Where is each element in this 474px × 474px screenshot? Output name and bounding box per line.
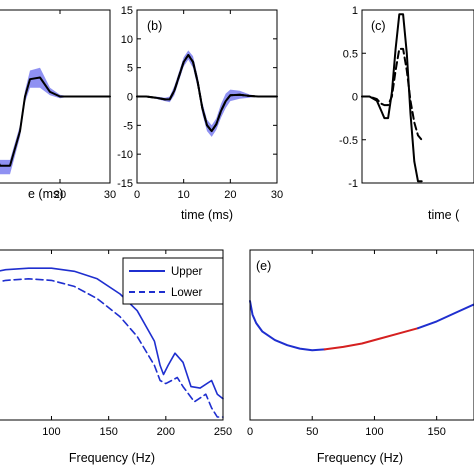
panel-d-axes: 50100150200250 [0,249,232,438]
panel-b-xticklabel: 30 [271,189,283,201]
panel-c-yticklabel: -1 [348,178,358,190]
panel-e-label: (e) [256,259,271,273]
panel-a-xticklabel: 20 [54,189,66,201]
legend-lower-label: Lower [171,287,202,299]
panel-c-series-0 [361,13,423,183]
panel-d-xticklabel: 250 [214,426,232,438]
panel-e-xticklabel: 100 [365,426,383,438]
panel-d-xticklabel: 100 [42,426,60,438]
panel-b-label: (b) [147,19,162,33]
panel-c-xlabel: time ( [428,208,460,222]
panel-b-band-0 [137,50,277,137]
panel-c-axes: -1 -0.5 0 0.5 1 [339,5,474,190]
panel-b-yticklabel: 15 [121,5,133,17]
panel-d-xlabel: Frequency (Hz) [69,451,155,465]
panel-d: 50100150200250 Frequency (Hz) Upper Lowe… [0,249,232,465]
legend-box [122,257,224,305]
panel-e-frame [249,249,474,421]
panel-e-lines [249,300,474,352]
panel-e-axes: 0 50 100 150 [247,249,474,438]
panel-b-band [137,50,277,137]
panel-d-series-lower [0,278,224,418]
panel-c-yticklabel: 0.5 [343,48,358,60]
panel-d-xticklabel: 200 [157,426,175,438]
panel-d-series-upper [0,267,224,400]
panel-a-xticklabel: 30 [104,189,116,201]
panel-a-band-0 [0,67,110,175]
panel-a-xlabel: e (ms) [28,187,63,201]
panel-a-frame [0,9,111,184]
panel-d-xticklabel: 150 [99,426,117,438]
panel-b-yticklabel: -5 [123,120,133,132]
panel-e-series-2 [417,303,474,330]
panel-b: 0 10 20 30 -15 -10 -5 0 5 10 15 (b) time (ms) [117,5,283,222]
panel-c-frame [361,9,474,184]
panel-d-lines [0,267,224,418]
panel-a-band [0,67,110,175]
panel-c-yticklabel: 0 [352,92,358,104]
panel-e-series-0 [249,300,326,352]
panel-e-xticklabel: 150 [427,426,445,438]
panel-a-axes: 20 30 [0,9,116,201]
panel-a: 20 30 e (ms) [0,9,116,201]
panel-e: 0 50 100 150 (e) Frequency (Hz) [247,249,474,465]
panel-c-yticklabel: -0.5 [339,135,358,147]
panel-c-yticklabel: 1 [352,5,358,17]
panel-c: -1 -0.5 0 0.5 1 (c) time ( [339,5,474,222]
panel-b-yticklabel: -15 [117,178,133,190]
panel-d-frame [0,249,224,421]
panel-c-series-1 [361,47,423,141]
panel-b-yticklabel: 0 [127,92,133,104]
panel-b-series-1 [136,54,278,133]
panel-e-xlabel: Frequency (Hz) [317,451,403,465]
panel-c-lines [361,13,423,183]
panel-b-xticklabel: 20 [224,189,236,201]
panel-b-yticklabel: -10 [117,149,133,161]
panel-b-yticklabel: 10 [121,34,133,46]
panel-a-series-0 [0,76,111,167]
panel-a-lines [0,76,111,167]
panel-c-label: (c) [371,19,386,33]
panel-d-legend: Upper Lower [122,257,224,305]
panel-b-xlabel: time (ms) [181,208,233,222]
panel-b-lines [136,54,278,133]
panel-b-axes: 0 10 20 30 -15 -10 -5 0 5 10 15 [117,5,283,201]
panel-e-xticklabel: 0 [247,426,253,438]
panel-e-xticklabel: 50 [306,426,318,438]
legend-upper-label: Upper [171,266,202,278]
panel-b-yticklabel: 5 [127,63,133,75]
panel-b-xticklabel: 0 [134,189,140,201]
panel-e-series-1 [323,327,419,351]
panel-b-xticklabel: 10 [178,189,190,201]
